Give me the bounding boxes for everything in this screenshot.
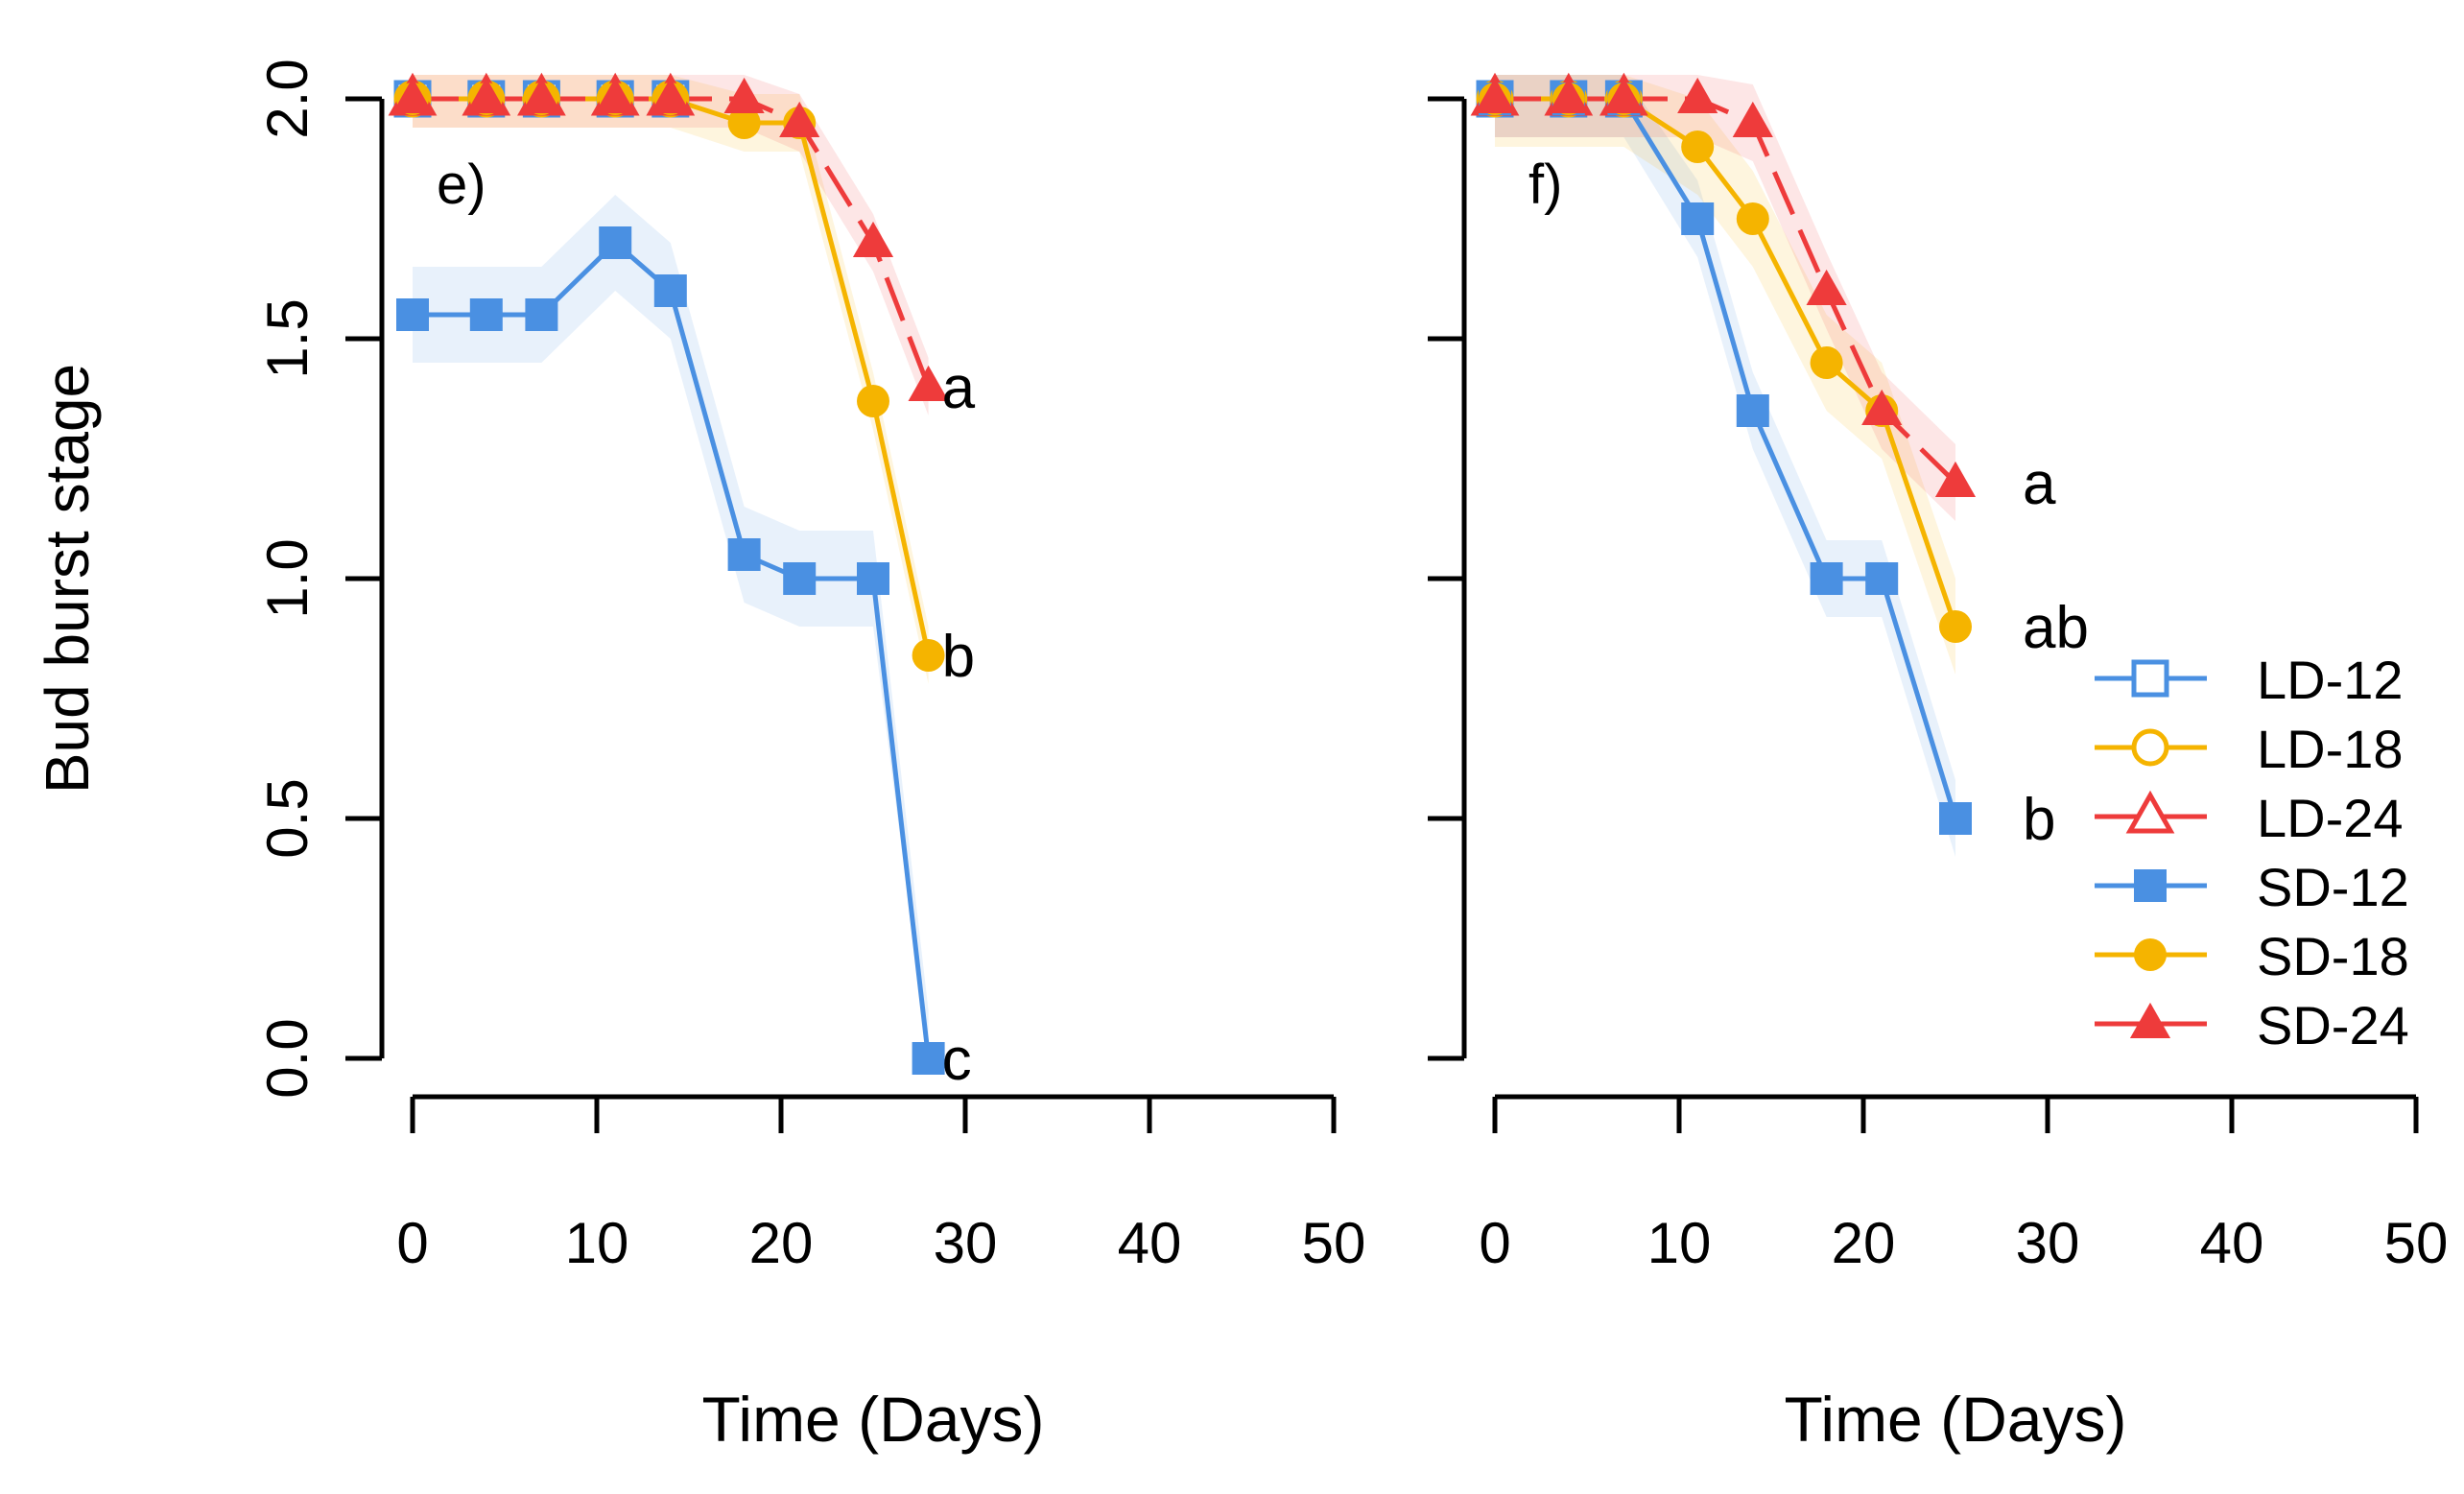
data-point-sd-24 — [779, 101, 820, 137]
panel-label: e) — [437, 154, 486, 216]
data-point-sd-18 — [1810, 346, 1843, 379]
legend-marker-ld-24 — [2125, 790, 2175, 834]
data-point-sd-24 — [1677, 77, 1718, 113]
y-axis-title: Bud burst stage — [33, 364, 102, 794]
x-tick-label: 50 — [1302, 1211, 1366, 1275]
x-axis-title: Time (Days) — [1785, 1384, 2127, 1455]
panel-f: 0 10 20 30 40 50 Time (Days) f) b ab a — [1428, 72, 2449, 1455]
legend-marker-ld-12 — [2131, 659, 2169, 698]
legend-marker-sd-24 — [2129, 1002, 2171, 1038]
data-point-sd-12 — [1736, 394, 1769, 427]
data-point-sd-12 — [469, 298, 503, 331]
data-point-sd-24 — [723, 77, 765, 113]
data-point-sd-24 — [465, 77, 507, 113]
legend-label: LD-12 — [2257, 650, 2404, 710]
data-point-sd-24 — [521, 77, 562, 113]
data-point-sd-24 — [391, 77, 434, 113]
data-point-sd-12 — [1810, 562, 1843, 595]
data-point-sd-24 — [1732, 101, 1773, 137]
y-tick-label: 1.0 — [255, 538, 320, 618]
legend-label: SD-12 — [2257, 857, 2409, 917]
y-tick-label: 2.0 — [255, 59, 320, 138]
data-point-sd-12 — [599, 226, 632, 259]
x-tick-label: 10 — [565, 1211, 629, 1275]
x-tick-label: 0 — [396, 1211, 428, 1275]
data-point-sd-18 — [1736, 202, 1769, 235]
x-tick-label: 0 — [1479, 1211, 1510, 1275]
y-tick-label: 0.0 — [255, 1018, 320, 1098]
data-point-sd-18 — [857, 385, 889, 417]
data-point-sd-12 — [783, 562, 817, 595]
data-point-sd-24 — [1934, 461, 1977, 497]
legend-marker-sd-12 — [2134, 869, 2167, 902]
data-point-sd-18 — [912, 639, 945, 672]
data-point-sd-12 — [857, 562, 889, 595]
data-point-sd-12 — [1681, 202, 1715, 235]
data-point-sd-24 — [908, 365, 949, 401]
data-point-sd-12 — [1939, 802, 1972, 835]
data-point-sd-24 — [595, 77, 636, 113]
x-tick-label: 30 — [934, 1211, 998, 1275]
x-tick-label: 20 — [1832, 1211, 1896, 1275]
significance-label: ab — [2023, 595, 2089, 661]
ci-band-sd-24 — [413, 75, 929, 415]
ci-band-sd-24 — [1495, 75, 1955, 521]
significance-label: c — [942, 1027, 972, 1093]
data-point-sd-12 — [525, 298, 558, 331]
x-tick-label: 30 — [2016, 1211, 2080, 1275]
series-line-sd-12 — [413, 240, 932, 1059]
legend-label: SD-24 — [2257, 995, 2409, 1055]
data-point-sd-24 — [1861, 389, 1903, 425]
data-point-sd-24 — [1603, 77, 1645, 113]
legend-label: LD-24 — [2257, 788, 2404, 848]
data-point-sd-24 — [650, 77, 691, 113]
legend-marker-ld-18 — [2131, 728, 2169, 767]
legend: LD-12 LD-18 LD-24 SD-12 SD-18 SD-24 — [2095, 650, 2409, 1055]
significance-label: b — [2023, 787, 2055, 853]
data-point-sd-12 — [396, 298, 429, 331]
x-tick-label: 40 — [1118, 1211, 1182, 1275]
x-tick-label: 10 — [1647, 1211, 1712, 1275]
data-point-sd-24 — [1806, 269, 1847, 305]
significance-label: a — [942, 355, 976, 421]
significance-label: a — [2023, 451, 2056, 517]
data-point-sd-24 — [1474, 77, 1516, 113]
data-point-sd-24 — [1548, 77, 1589, 113]
data-point-sd-12 — [653, 274, 687, 307]
data-point-sd-12 — [1865, 562, 1899, 595]
data-point-sd-12 — [727, 538, 761, 571]
significance-label: b — [942, 624, 975, 690]
data-point-sd-18 — [1681, 130, 1715, 163]
data-point-sd-12 — [912, 1042, 945, 1075]
x-tick-label: 40 — [2200, 1211, 2264, 1275]
x-axis-title: Time (Days) — [702, 1384, 1045, 1455]
data-point-sd-24 — [852, 221, 894, 257]
data-point-sd-18 — [727, 107, 761, 139]
panel-e: 0.0 0.5 1.0 1.5 2.0 0 10 20 30 40 50 Time (Days) e) c… — [255, 59, 1365, 1455]
data-point-sd-18 — [1939, 610, 1972, 643]
ci-band-sd-12 — [413, 195, 929, 1058]
x-tick-label: 50 — [2384, 1211, 2449, 1275]
legend-marker-sd-18 — [2134, 938, 2167, 971]
x-tick-label: 20 — [749, 1211, 814, 1275]
legend-label: LD-18 — [2257, 719, 2404, 779]
y-tick-label: 1.5 — [255, 298, 320, 378]
panel-label: f) — [1528, 154, 1562, 216]
legend-label: SD-18 — [2257, 926, 2409, 986]
y-tick-label: 0.5 — [255, 778, 320, 858]
